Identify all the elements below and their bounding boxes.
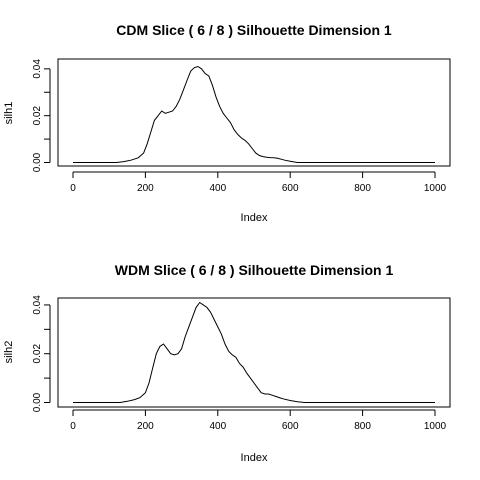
series-line xyxy=(73,301,435,403)
chart-title: WDM Slice ( 6 / 8 ) Silhouette Dimension… xyxy=(115,262,394,278)
x-tick-label: 1000 xyxy=(424,421,447,432)
x-tick-label: 200 xyxy=(137,421,154,432)
x-tick-label: 400 xyxy=(209,421,226,432)
plot-frame xyxy=(57,297,451,408)
y-tick-label: 0.04 xyxy=(32,295,43,315)
x-tick-label: 0 xyxy=(70,421,76,432)
y-tick-label: 0.02 xyxy=(32,106,43,126)
x-tick-label: 800 xyxy=(354,183,371,194)
y-axis: 0.00 0.02 0.04 xyxy=(32,59,51,172)
x-axis-label: Index xyxy=(241,452,268,464)
x-tick-label: 600 xyxy=(282,421,299,432)
x-tick-label: 1000 xyxy=(424,183,447,194)
chart-panel-wdm: WDM Slice ( 6 / 8 ) Silhouette Dimension… xyxy=(3,262,451,464)
x-axis-label: Index xyxy=(241,212,268,224)
x-tick-label: 200 xyxy=(137,183,154,194)
y-axis-label: silh1 xyxy=(3,102,15,125)
x-tick-label: 800 xyxy=(354,421,371,432)
y-tick-label: 0.04 xyxy=(32,59,43,79)
y-tick-label: 0.00 xyxy=(32,392,43,412)
series-line xyxy=(73,65,435,163)
y-tick-label: 0.02 xyxy=(32,344,43,364)
y-axis: 0.00 0.02 0.04 xyxy=(32,295,51,412)
x-axis: 0 200 400 600 800 1000 xyxy=(70,171,447,194)
y-tick-label: 0.00 xyxy=(32,152,43,172)
plot-frame xyxy=(57,58,451,167)
y-axis-label: silh2 xyxy=(3,341,15,364)
x-tick-label: 400 xyxy=(209,183,226,194)
x-tick-label: 600 xyxy=(282,183,299,194)
x-tick-label: 0 xyxy=(70,183,76,194)
chart-panel-cdm: CDM Slice ( 6 / 8 ) Silhouette Dimension… xyxy=(3,22,451,224)
chart-title: CDM Slice ( 6 / 8 ) Silhouette Dimension… xyxy=(116,22,392,38)
x-axis: 0 200 400 600 800 1000 xyxy=(70,409,447,432)
